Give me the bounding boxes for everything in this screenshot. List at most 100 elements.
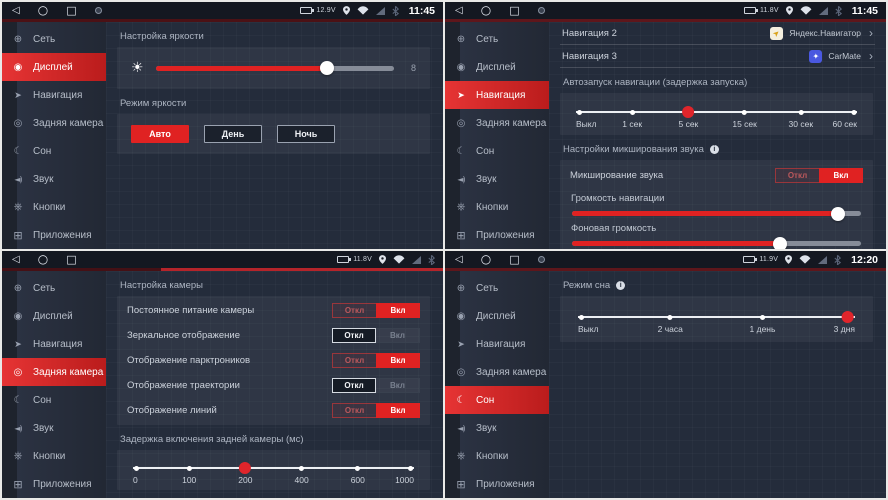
sidebar-item[interactable]: Дисплей [445, 302, 549, 330]
nav-app-row[interactable]: Навигация 3 CarMate [560, 45, 875, 68]
sidebar-item[interactable]: Сон [445, 386, 549, 414]
back-button[interactable] [455, 2, 463, 19]
sidebar-item[interactable]: Кнопки [2, 193, 106, 221]
camera-setting-toggle[interactable]: Откл Вкл [332, 353, 420, 368]
sidebar-item[interactable]: Приложения [2, 470, 106, 498]
autostart-delay-slider[interactable]: Выкл 1 сек 5 сек 15 сек [576, 102, 857, 132]
sidebar-item[interactable]: Задняя камера [445, 358, 549, 386]
sidebar-item[interactable]: Навигация [2, 330, 106, 358]
nav-app-row[interactable]: Навигация 2 Яндекс.Навигатор [560, 22, 875, 45]
sidebar-item[interactable]: Приложения [445, 470, 549, 498]
brightness-mode-button[interactable]: День [204, 125, 262, 143]
sidebar-item[interactable]: Сеть [2, 25, 106, 53]
camera-setting-toggle[interactable]: Откл Вкл [332, 403, 420, 418]
slider-stop[interactable]: 200 [238, 458, 252, 485]
info-icon[interactable] [709, 145, 719, 154]
slider-stop[interactable]: 400 [295, 458, 309, 485]
camera-setting-toggle[interactable]: Откл Вкл [332, 328, 420, 343]
slider-stop[interactable]: 5 сек [678, 102, 698, 129]
toggle-off-option[interactable]: Откл [332, 328, 376, 343]
sidebar-item[interactable]: Задняя камера [2, 109, 106, 137]
toggle-on-option[interactable]: Вкл [376, 403, 420, 418]
sidebar-item[interactable]: Навигация [445, 81, 549, 109]
toggle-on-option[interactable]: Вкл [376, 303, 420, 318]
sidebar-item[interactable]: Сеть [445, 274, 549, 302]
bg-volume-thumb[interactable] [773, 236, 788, 249]
sidebar-item[interactable]: Кнопки [2, 442, 106, 470]
sidebar-item[interactable]: Звук [2, 165, 106, 193]
sidebar-item[interactable]: Сон [2, 386, 106, 414]
toggle-off-option[interactable]: Откл [332, 403, 376, 418]
slider-stop[interactable]: Выкл [578, 307, 599, 334]
recents-button[interactable] [66, 2, 76, 20]
slider-stop[interactable]: 30 сек [789, 102, 813, 129]
sidebar-item[interactable]: Сон [445, 137, 549, 165]
back-button[interactable] [12, 2, 20, 19]
brightness-mode-button[interactable]: Авто [131, 125, 189, 143]
sidebar-item-icon [454, 62, 468, 73]
toggle-off-option[interactable]: Откл [332, 353, 376, 368]
sidebar-item[interactable]: Звук [2, 414, 106, 442]
slider-stop[interactable]: 2 часа [658, 307, 683, 334]
camera-setting-toggle[interactable]: Откл Вкл [332, 303, 420, 318]
sidebar-item[interactable]: Кнопки [445, 193, 549, 221]
sidebar-item[interactable]: Дисплей [2, 302, 106, 330]
home-button[interactable] [38, 2, 48, 20]
toggle-on-option[interactable]: Вкл [376, 328, 420, 343]
slider-stop[interactable]: 1 сек [622, 102, 642, 129]
slider-stop[interactable]: 1000 [395, 458, 414, 485]
recents-button[interactable] [509, 251, 519, 269]
home-button[interactable] [481, 251, 491, 269]
sleep-mode-slider[interactable]: Выкл 2 часа 1 день 3 дня [578, 307, 855, 337]
toggle-off-option[interactable]: Откл [332, 303, 376, 318]
slider-stop[interactable]: 100 [182, 458, 196, 485]
sidebar-item[interactable]: Навигация [445, 330, 549, 358]
toggle-on-option[interactable]: Вкл [376, 378, 420, 393]
sidebar-item[interactable]: Сон [2, 137, 106, 165]
back-button[interactable] [12, 251, 20, 268]
sidebar-item[interactable]: Звук [445, 165, 549, 193]
sidebar-item[interactable]: Задняя камера [2, 358, 106, 386]
nav-volume-fill [572, 206, 845, 221]
slider-stop[interactable]: 1 день [750, 307, 775, 334]
slider-stop[interactable]: 60 сек [832, 102, 857, 129]
back-button[interactable] [455, 251, 463, 268]
sidebar-item[interactable]: Звук [445, 414, 549, 442]
camera-delay-slider[interactable]: 0 100 200 400 [133, 458, 414, 488]
info-icon[interactable] [616, 281, 626, 290]
recents-button[interactable] [509, 2, 519, 20]
sidebar-item[interactable]: Навигация [2, 81, 106, 109]
nav-volume-slider[interactable] [572, 206, 861, 221]
bg-volume-slider[interactable] [572, 236, 861, 249]
brightness-slider[interactable] [155, 61, 394, 75]
slider-stop[interactable]: 0 [133, 458, 139, 485]
home-button[interactable] [38, 251, 48, 269]
slider-stop-label: 1000 [395, 475, 414, 485]
recents-button[interactable] [66, 251, 76, 269]
sidebar-item[interactable]: Приложения [445, 221, 549, 249]
sidebar-item[interactable]: Дисплей [2, 53, 106, 81]
slider-stop[interactable]: 600 [351, 458, 365, 485]
sidebar-item[interactable]: Кнопки [445, 442, 549, 470]
app-name: CarMate [828, 51, 861, 61]
home-button[interactable] [481, 2, 491, 20]
sidebar-item[interactable]: Приложения [2, 221, 106, 249]
brightness-mode-button[interactable]: Ночь [277, 125, 335, 143]
toggle-off-option[interactable]: Откл [332, 378, 376, 393]
sidebar-item[interactable]: Задняя камера [445, 109, 549, 137]
sidebar-item[interactable]: Сеть [2, 274, 106, 302]
nav-volume-thumb[interactable] [830, 206, 845, 221]
sidebar-item[interactable]: Дисплей [445, 53, 549, 81]
camera-setting-toggle[interactable]: Откл Вкл [332, 378, 420, 393]
toggle-on-option[interactable]: Вкл [819, 167, 863, 183]
mix-toggle[interactable]: Откл Вкл [775, 167, 863, 183]
sidebar-item[interactable]: Сеть [445, 25, 549, 53]
toggle-on-option[interactable]: Вкл [376, 353, 420, 368]
status-bar: 11.8V [2, 251, 443, 268]
slider-stop[interactable]: 3 дня [834, 307, 855, 334]
toggle-off-option[interactable]: Откл [775, 167, 819, 183]
brightness-slider-thumb[interactable] [320, 61, 335, 75]
slider-stop[interactable]: Выкл [576, 102, 597, 129]
battery-voltage: 11.9V [759, 256, 779, 263]
slider-stop[interactable]: 15 сек [732, 102, 757, 129]
